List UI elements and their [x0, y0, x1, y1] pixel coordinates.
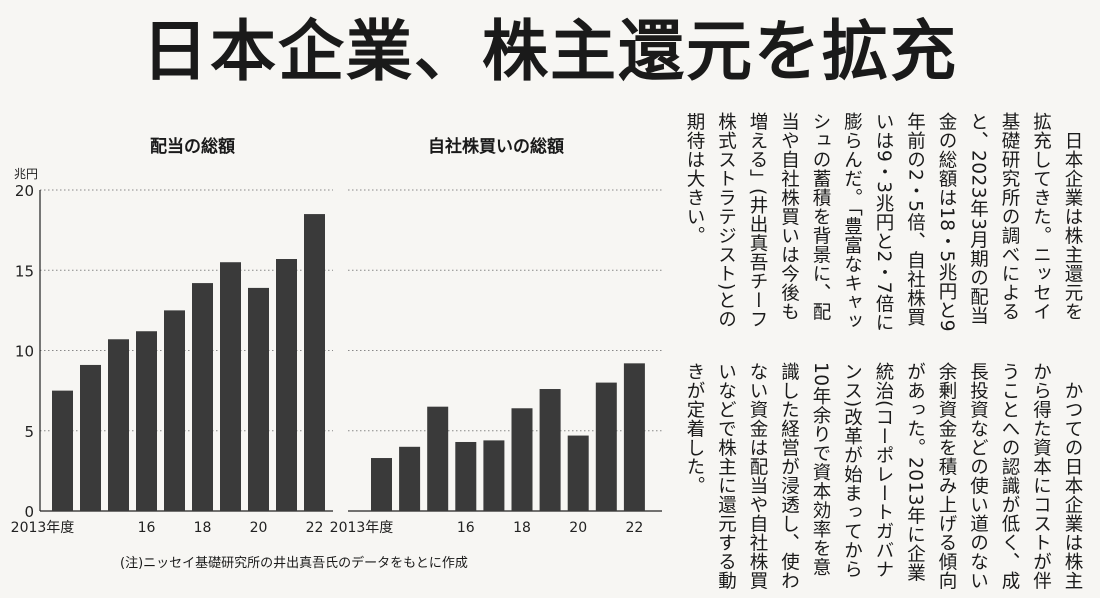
headline: 日本企業、株主還元を拡充: [142, 13, 958, 90]
y-tick-label: 10: [15, 343, 34, 361]
x-tick-label: 2013年度: [330, 520, 394, 536]
source-note: (注)ニッセイ基礎研究所の井出真吾氏のデータをもとに作成: [120, 556, 468, 571]
y-tick-label: 15: [15, 262, 34, 280]
bar-2020: [567, 435, 589, 511]
bar-2021: [276, 259, 297, 511]
x-tick-label: 22: [306, 520, 324, 536]
bar-2015: [427, 406, 449, 511]
bar-2013: [371, 458, 392, 511]
bar-2019: [220, 262, 241, 511]
bar-2022: [623, 363, 645, 511]
x-tick-label: 20: [250, 520, 268, 536]
x-tick-label: 18: [513, 520, 531, 536]
bar-2014: [80, 364, 101, 511]
bar-2018: [511, 408, 533, 511]
bar-2016: [455, 441, 477, 511]
bar-2017: [164, 310, 185, 511]
article-text-1: 日本企業は株主還元を拡充してきた。ニッセイ基礎研究所の調べによると、2023年3…: [684, 112, 1083, 333]
bar-2013: [52, 390, 73, 511]
bar-2019: [539, 389, 561, 511]
bar-2021: [595, 382, 617, 511]
x-tick-label: 22: [625, 520, 643, 536]
article-text-2: かつての日本企業は株主から得た資本にコストが伴うことへの認識が低く、成長投資など…: [684, 362, 1083, 590]
bar-2022: [304, 214, 325, 511]
chart-title-dividends: 配当の総額: [150, 137, 235, 157]
article-paragraph-1: 日本企業は株主還元を拡充してきた。ニッセイ基礎研究所の調べによると、2023年3…: [684, 112, 1088, 337]
x-tick-label: 18: [194, 520, 212, 536]
bar-2018: [192, 283, 213, 511]
bar-2017: [483, 440, 505, 511]
article-paragraph-2: かつての日本企業は株主から得た資本にコストが伴うことへの認識が低く、成長投資など…: [684, 362, 1088, 590]
y-tick-label: 0: [24, 503, 34, 521]
bar-2015: [108, 339, 129, 511]
x-tick-label: 2013年度: [11, 520, 75, 536]
y-axis-unit: 兆円: [14, 167, 38, 181]
bar-2016: [136, 331, 157, 511]
bar-2014: [399, 446, 421, 511]
chart-title-buybacks: 自社株買いの総額: [428, 137, 564, 157]
x-tick-label: 16: [457, 520, 475, 536]
x-tick-label: 20: [569, 520, 587, 536]
x-tick-label: 16: [138, 520, 156, 536]
bar-2020: [248, 287, 269, 511]
y-tick-label: 20: [15, 182, 34, 200]
y-tick-label: 5: [24, 423, 34, 441]
